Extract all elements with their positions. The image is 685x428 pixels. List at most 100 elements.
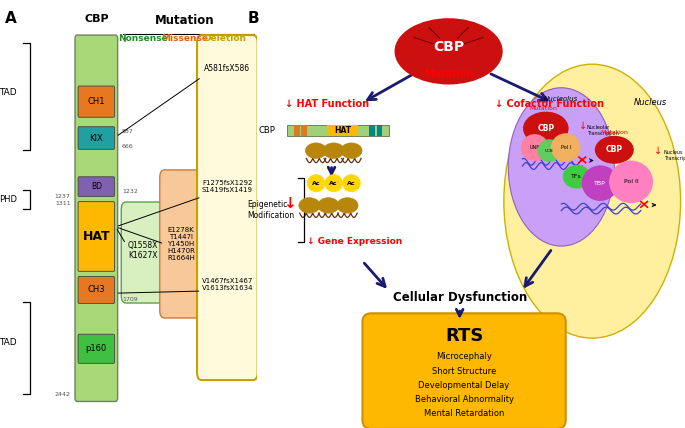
Ellipse shape: [323, 143, 345, 158]
Ellipse shape: [595, 137, 633, 163]
Text: CH1: CH1: [88, 97, 105, 106]
Text: Q1558X
K1627X: Q1558X K1627X: [127, 241, 158, 260]
Text: A581fsX586: A581fsX586: [204, 64, 251, 73]
FancyBboxPatch shape: [121, 202, 164, 303]
Text: CBP: CBP: [606, 145, 623, 155]
FancyBboxPatch shape: [377, 125, 382, 136]
Text: CBP: CBP: [259, 126, 275, 135]
Text: F1275fsX1292
S1419fsX1419: F1275fsX1292 S1419fsX1419: [202, 180, 253, 193]
Text: Nonsense: Nonsense: [118, 34, 167, 43]
Text: 1232: 1232: [122, 189, 138, 194]
Ellipse shape: [318, 198, 339, 213]
Text: TFs: TFs: [571, 174, 582, 179]
Text: Pol I: Pol I: [560, 145, 571, 150]
FancyBboxPatch shape: [160, 170, 203, 318]
Circle shape: [521, 135, 548, 160]
Text: HAT: HAT: [82, 230, 110, 243]
Text: Mutation: Mutation: [600, 131, 628, 135]
Text: TAD: TAD: [0, 338, 16, 347]
Ellipse shape: [524, 113, 568, 145]
FancyBboxPatch shape: [78, 276, 114, 303]
Text: B: B: [247, 11, 259, 26]
Text: TAD: TAD: [0, 87, 16, 97]
Ellipse shape: [396, 19, 501, 83]
FancyBboxPatch shape: [78, 334, 114, 363]
Text: p160: p160: [86, 344, 107, 354]
Text: Behavioral Abnormality: Behavioral Abnormality: [414, 395, 514, 404]
Circle shape: [325, 175, 342, 192]
Text: V1467fsX1467
V1613fsX1634: V1467fsX1467 V1613fsX1634: [201, 278, 253, 291]
Text: Nucleus: Nucleus: [634, 98, 667, 107]
Text: Ac: Ac: [312, 181, 321, 186]
Text: Deletion: Deletion: [203, 34, 247, 43]
Circle shape: [342, 175, 360, 192]
FancyBboxPatch shape: [294, 125, 300, 136]
Text: KIX: KIX: [90, 134, 103, 143]
Text: CBP: CBP: [537, 124, 554, 133]
Text: 587: 587: [122, 129, 134, 134]
Circle shape: [582, 166, 618, 200]
Text: Developmental Delay: Developmental Delay: [419, 380, 510, 390]
Text: 2442: 2442: [55, 392, 71, 397]
Ellipse shape: [337, 198, 358, 213]
Text: ↓ HAT Function: ↓ HAT Function: [285, 99, 369, 109]
Text: ↓: ↓: [283, 196, 296, 211]
Text: A: A: [5, 11, 17, 26]
FancyBboxPatch shape: [78, 202, 114, 271]
Text: Missense: Missense: [162, 34, 208, 43]
Text: ↓ Cofactor Function: ↓ Cofactor Function: [495, 99, 604, 109]
FancyBboxPatch shape: [327, 125, 358, 136]
FancyBboxPatch shape: [301, 125, 308, 136]
FancyBboxPatch shape: [197, 35, 258, 380]
Ellipse shape: [306, 143, 327, 158]
Text: BD: BD: [91, 182, 102, 191]
Text: CBP: CBP: [433, 40, 464, 54]
Circle shape: [308, 175, 325, 192]
Text: TBP: TBP: [595, 181, 606, 186]
Text: 1311: 1311: [55, 201, 71, 206]
Text: HAT: HAT: [334, 126, 351, 136]
Text: Nucleolar
Transcription: Nucleolar Transcription: [587, 125, 619, 136]
Text: 1709: 1709: [122, 297, 138, 302]
Ellipse shape: [341, 143, 362, 158]
Text: Cellular Dysfunction: Cellular Dysfunction: [393, 291, 527, 304]
FancyBboxPatch shape: [75, 35, 118, 401]
Circle shape: [538, 140, 560, 161]
Text: ↓: ↓: [654, 146, 662, 156]
FancyBboxPatch shape: [362, 313, 566, 428]
Text: UCB: UCB: [545, 149, 553, 153]
Text: 666: 666: [122, 144, 134, 149]
FancyBboxPatch shape: [78, 127, 114, 149]
Text: Mutation: Mutation: [530, 107, 558, 111]
Ellipse shape: [508, 88, 614, 246]
Ellipse shape: [299, 198, 320, 213]
Text: PHD: PHD: [0, 195, 16, 204]
Text: Mental Retardation: Mental Retardation: [424, 409, 504, 418]
Text: E1278K
T1447I
Y1450H
H1470R
R1664H: E1278K T1447I Y1450H H1470R R1664H: [167, 227, 195, 261]
Circle shape: [610, 161, 652, 202]
Text: CH3: CH3: [88, 285, 105, 294]
Text: ↓ Gene Expression: ↓ Gene Expression: [308, 237, 403, 246]
FancyBboxPatch shape: [78, 177, 114, 196]
Text: Epigenetic
Modification: Epigenetic Modification: [247, 200, 295, 220]
Text: Nucleolus: Nucleolus: [544, 95, 578, 101]
Text: Mutation: Mutation: [155, 14, 215, 27]
Text: Ac: Ac: [329, 181, 338, 186]
Text: 1237: 1237: [55, 193, 71, 199]
Text: ↓: ↓: [580, 121, 588, 131]
FancyBboxPatch shape: [369, 125, 375, 136]
Text: Pol II: Pol II: [624, 179, 638, 184]
FancyBboxPatch shape: [78, 86, 114, 117]
Text: Mutation: Mutation: [424, 69, 473, 79]
Ellipse shape: [564, 166, 590, 188]
FancyBboxPatch shape: [287, 125, 389, 136]
Text: Ac: Ac: [347, 181, 356, 186]
Text: UNF: UNF: [530, 145, 540, 150]
Text: Short Structure: Short Structure: [432, 366, 496, 376]
Text: RTS: RTS: [445, 327, 484, 345]
Ellipse shape: [504, 64, 681, 338]
Text: CBP: CBP: [84, 14, 109, 24]
Text: Nucleus
Transcription: Nucleus Transcription: [664, 150, 685, 160]
Circle shape: [551, 134, 580, 161]
Text: Microcephaly: Microcephaly: [436, 352, 492, 362]
